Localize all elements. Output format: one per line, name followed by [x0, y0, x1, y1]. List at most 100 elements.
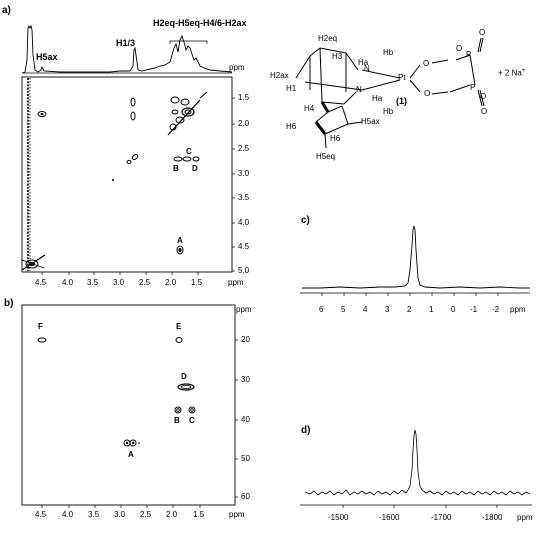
- structure-hb-top: Hb: [383, 48, 394, 57]
- panel-c-x-unit: ppm: [510, 305, 526, 314]
- structure-n-top: N: [364, 64, 370, 73]
- panel-c-x-tick-label: -2: [492, 305, 500, 314]
- panel-a-multiplet-bracket: [169, 40, 208, 44]
- panel-b-y-tick-label: 30: [241, 375, 250, 384]
- panel-c-x-tick-label: 4: [363, 305, 368, 314]
- panel-c: [300, 225, 530, 296]
- panel-label-d: d): [301, 425, 311, 436]
- panel-b-x-tick-label: 4.5: [35, 510, 47, 519]
- panel-a-x-tick-label: 4.5: [35, 278, 47, 287]
- structure-h5ax: H5ax: [361, 117, 380, 126]
- structure-p-bottom: P: [470, 83, 476, 92]
- structure-h5eq: H5eq: [316, 152, 336, 161]
- panel-c-x-tick-label: 0: [451, 305, 456, 314]
- panel-d-x-unit: ppm: [517, 513, 533, 522]
- panel-b: [21, 304, 238, 508]
- panel-d-spectrum: [304, 429, 531, 496]
- panel-b-crosspeak-label-a: A: [128, 450, 134, 459]
- panel-d-x-tick-label: -1700: [431, 513, 452, 522]
- panel-a-projection-unit: ppm: [229, 63, 245, 72]
- structure-counterion-text: + 2 Na: [498, 68, 522, 78]
- panel-b-crosspeak-e: [175, 337, 183, 343]
- panel-a-y-tick-label: 2.5: [238, 144, 250, 153]
- structure-compound-number: (1): [396, 96, 407, 106]
- panel-b-x-tick-label: 4.0: [62, 510, 74, 519]
- panel-a-x-tick-label: 2.5: [139, 278, 151, 287]
- panel-b-x-tick-label: 2.0: [166, 510, 178, 519]
- panel-a-x-tick-label: 1.5: [191, 278, 203, 287]
- panel-c-x-tick-label: 5: [341, 305, 346, 314]
- panel-a-crosspeak-label-c: C: [186, 147, 192, 156]
- structure-ha-top: Ha: [358, 58, 369, 67]
- panel-a-x-tick-label: 4.0: [62, 278, 74, 287]
- structure-h1: H1: [286, 84, 297, 93]
- panel-c-x-tick-label: 6: [319, 305, 324, 314]
- panel-a: [21, 24, 235, 275]
- panel-b-crosspeak-a: [123, 439, 140, 447]
- panel-b-crosspeak-label-d: D: [181, 372, 187, 381]
- panel-b-y-unit: ppm: [236, 305, 252, 314]
- structure-n-bottom: N: [356, 85, 362, 94]
- panel-d-x-tick-label: -1600: [379, 513, 400, 522]
- structure-h6: H6: [330, 134, 341, 143]
- panel-d-x-ticks: [342, 505, 498, 508]
- panel-b-crosspeak-f: [37, 337, 47, 343]
- panel-c-x-tick-label: 2: [407, 305, 412, 314]
- panel-a-y-tick-label: 5.0: [238, 266, 250, 275]
- panel-c-spectrum: [302, 225, 530, 289]
- panel-b-x-unit: ppm: [229, 510, 245, 519]
- chemical-structure: [295, 37, 485, 149]
- panel-b-crosspeak-label-f: F: [38, 322, 43, 331]
- panel-a-y-tick-label: 3.5: [238, 193, 250, 202]
- structure-o-eq-bottom: O: [481, 107, 488, 116]
- panel-c-x-ticks: [321, 293, 499, 296]
- panel-b-y-tick-label: 50: [241, 454, 250, 463]
- structure-p-top: P: [466, 50, 472, 59]
- panel-label-a: a): [2, 5, 11, 16]
- panel-a-crosspeaks-bcd: [173, 156, 200, 162]
- panel-b-crosspeak-label-e: E: [176, 322, 182, 331]
- panel-a-x-tick-label: 3.0: [113, 278, 125, 287]
- panel-b-crosspeak-c: [188, 406, 196, 414]
- panel-b-x-tick-label: 3.0: [114, 510, 126, 519]
- panel-c-x-tick-label: 3: [385, 305, 390, 314]
- structure-o-minus-top: O: [456, 44, 463, 53]
- panel-a-diagonal-peaks-mid: [112, 154, 139, 181]
- structure-pt: Pt: [398, 73, 406, 82]
- panel-a-y-ticks: [232, 97, 235, 272]
- panel-b-x-tick-label: 1.5: [193, 510, 205, 519]
- panel-b-y-tick-label: 60: [241, 492, 250, 501]
- panel-a-x-tick-label: 2.0: [165, 278, 177, 287]
- structure-hb-bottom: Hb: [383, 107, 394, 116]
- panel-a-crosspeak-h5ax: [37, 111, 47, 117]
- panel-c-x-tick-label: 1: [429, 305, 434, 314]
- panel-a-peak-label-h5ax: H5ax: [36, 52, 58, 62]
- panel-b-crosspeak-b: [174, 406, 182, 414]
- panel-d-x-tick-label: -1500: [328, 513, 349, 522]
- panel-a-2d-frame: [21, 76, 233, 273]
- structure-o-minus-bottom: O: [480, 92, 487, 101]
- structure-counterion-charge: +: [521, 68, 526, 74]
- structure-h2ax: H2ax: [270, 71, 289, 80]
- structure-h4: H4: [304, 104, 315, 113]
- panel-d-x-tick-label: -1800: [482, 513, 503, 522]
- structure-o-pt-bottom: O: [424, 89, 431, 98]
- panel-b-y-tick-label: 20: [241, 335, 250, 344]
- panel-label-c: c): [301, 215, 310, 226]
- panel-a-x-ticks: [41, 272, 199, 275]
- panel-a-peak-label-multiplet: H2eq-H5eq-H4/6-H2ax: [153, 18, 247, 28]
- panel-label-b: b): [4, 298, 14, 309]
- panel-c-x-tick-label: -1: [470, 305, 478, 314]
- panel-a-x-tick-label: 3.5: [87, 278, 99, 287]
- structure-h6-left: H6: [286, 122, 297, 131]
- panel-a-y-tick-label: 2.0: [238, 119, 250, 128]
- panel-b-2d-frame: [21, 304, 236, 506]
- panel-a-y-tick-label: 4.0: [238, 218, 250, 227]
- panel-a-projection-spectrum: [21, 24, 233, 74]
- panel-b-crosspeak-label-c: C: [189, 416, 195, 425]
- panel-b-crosspeak-label-b: B: [174, 416, 180, 425]
- panel-a-crosspeaks-cluster: [167, 91, 208, 136]
- structure-o-pt-top: O: [423, 59, 430, 68]
- panel-b-x-tick-label: 2.5: [140, 510, 152, 519]
